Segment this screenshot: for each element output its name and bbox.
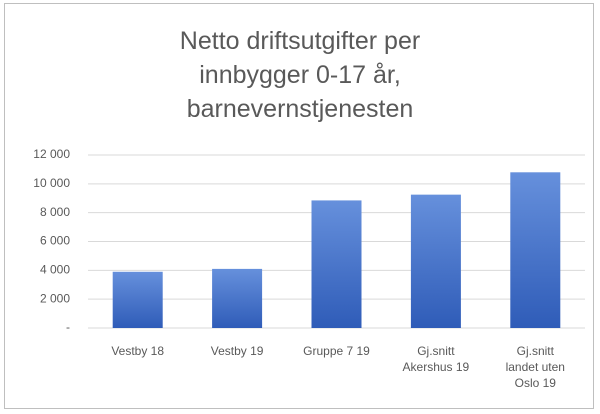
x-tick-label: Gruppe 7 19 (303, 344, 370, 358)
y-tick-label: 4 000 (40, 263, 70, 277)
bar (410, 194, 461, 328)
x-tick-label: Vestby 19 (210, 344, 264, 358)
y-tick-label: 12 000 (33, 147, 70, 161)
y-tick-label: - (66, 320, 70, 334)
bar (212, 268, 263, 328)
chart-frame (4, 3, 594, 409)
x-tick-label: Vestby 18 (111, 344, 165, 358)
x-tick-label: Gj.snitt Akershus 19 (402, 344, 470, 374)
y-tick-label: 8 000 (40, 205, 70, 219)
bar (311, 200, 362, 328)
bar (510, 172, 561, 328)
y-tick-label: 2 000 (40, 291, 70, 305)
y-tick-label: 10 000 (33, 176, 70, 190)
bar (112, 271, 163, 328)
y-tick-label: 6 000 (40, 234, 70, 248)
chart-title: Netto driftsutgifter per innbygger 0-17 … (179, 27, 421, 123)
x-tick-label: Gj.snitt landet uten Oslo 19 (505, 344, 565, 390)
